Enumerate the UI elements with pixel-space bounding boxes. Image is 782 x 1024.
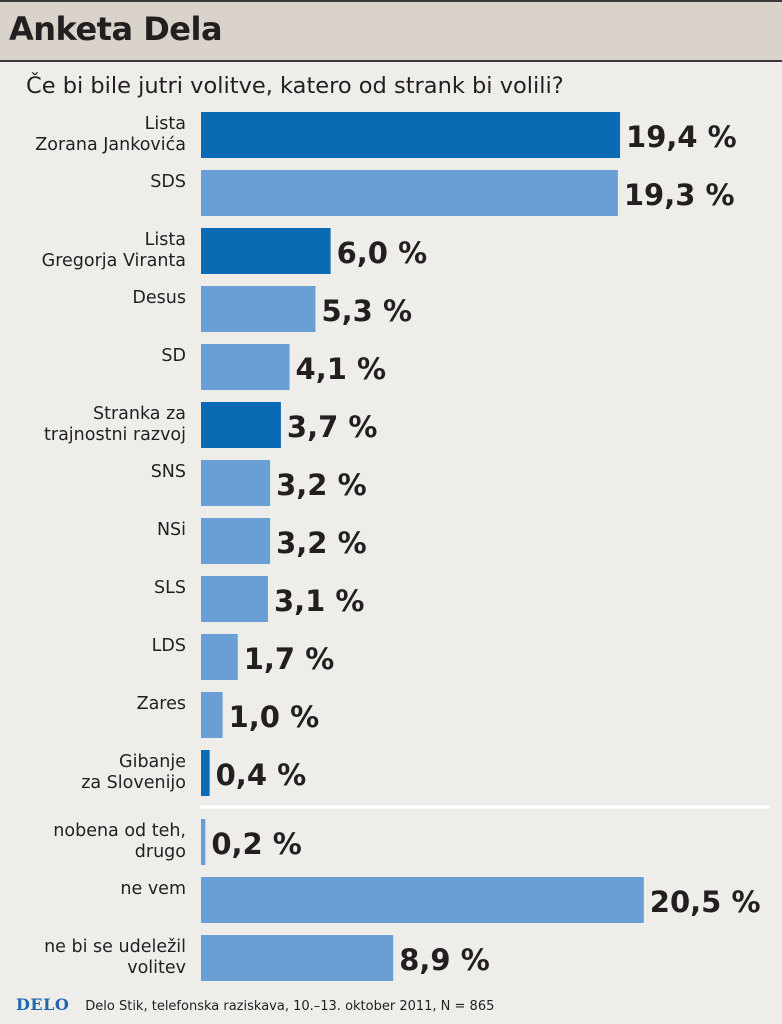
category-label: NSi bbox=[157, 520, 186, 540]
value-label: 3,1 % bbox=[274, 584, 365, 618]
bar bbox=[201, 518, 271, 564]
category-label: Zares bbox=[137, 694, 186, 714]
source-note: Delo Stik, telefonska raziskava, 10.–13.… bbox=[85, 999, 495, 1014]
value-label: 6,0 % bbox=[337, 236, 428, 270]
bar bbox=[201, 170, 618, 216]
bar bbox=[201, 228, 331, 274]
category-label: SD bbox=[161, 346, 186, 366]
category-label: SNS bbox=[151, 462, 186, 482]
value-label: 4,1 % bbox=[296, 352, 387, 386]
bar bbox=[201, 634, 238, 680]
category-label: ne vem bbox=[120, 879, 186, 899]
bar bbox=[201, 460, 271, 506]
bar bbox=[201, 750, 210, 796]
value-label: 1,0 % bbox=[229, 700, 320, 734]
bar bbox=[201, 402, 281, 448]
bar bbox=[201, 344, 290, 390]
category-label: Zorana Jankovića bbox=[35, 135, 186, 155]
category-label: Gregorja Viranta bbox=[42, 251, 186, 271]
value-label: 19,4 % bbox=[626, 120, 737, 154]
category-label: trajnostni razvoj bbox=[44, 425, 186, 445]
value-label: 8,9 % bbox=[399, 943, 490, 977]
category-label: nobena od teh, bbox=[53, 821, 186, 841]
value-label: 1,7 % bbox=[244, 642, 335, 676]
value-label: 20,5 % bbox=[650, 885, 761, 919]
bar bbox=[201, 877, 644, 923]
category-label: ne bi se udeležil bbox=[44, 937, 186, 957]
value-label: 0,2 % bbox=[211, 827, 302, 861]
bar bbox=[201, 935, 394, 981]
header-bar: Anketa Dela bbox=[0, 0, 782, 62]
value-label: 3,7 % bbox=[287, 410, 378, 444]
bar bbox=[201, 819, 206, 865]
category-label: Lista bbox=[145, 230, 186, 250]
survey-question: Če bi bile jutri volitve, katero od stra… bbox=[26, 73, 564, 99]
category-label: Desus bbox=[132, 288, 186, 308]
category-label: Stranka za bbox=[93, 404, 186, 424]
bar bbox=[201, 576, 268, 622]
category-label: SLS bbox=[154, 578, 186, 598]
category-label: Gibanje bbox=[119, 752, 186, 772]
page-title: Anketa Dela bbox=[9, 10, 223, 48]
category-label: volitev bbox=[127, 958, 186, 978]
category-label: LDS bbox=[152, 636, 186, 656]
bar bbox=[201, 112, 621, 158]
value-label: 19,3 % bbox=[624, 178, 735, 212]
category-label: drugo bbox=[135, 842, 186, 862]
bar bbox=[201, 692, 223, 738]
category-label: za Slovenijo bbox=[81, 773, 186, 793]
value-label: 3,2 % bbox=[276, 526, 367, 560]
value-label: 5,3 % bbox=[321, 294, 412, 328]
bar bbox=[201, 286, 316, 332]
delo-logo: DELO bbox=[16, 995, 70, 1014]
value-label: 0,4 % bbox=[216, 758, 307, 792]
value-label: 3,2 % bbox=[276, 468, 367, 502]
category-label: SDS bbox=[150, 172, 186, 192]
footer: DELO Delo Stik, telefonska raziskava, 10… bbox=[16, 995, 494, 1014]
category-label: Lista bbox=[145, 114, 186, 134]
